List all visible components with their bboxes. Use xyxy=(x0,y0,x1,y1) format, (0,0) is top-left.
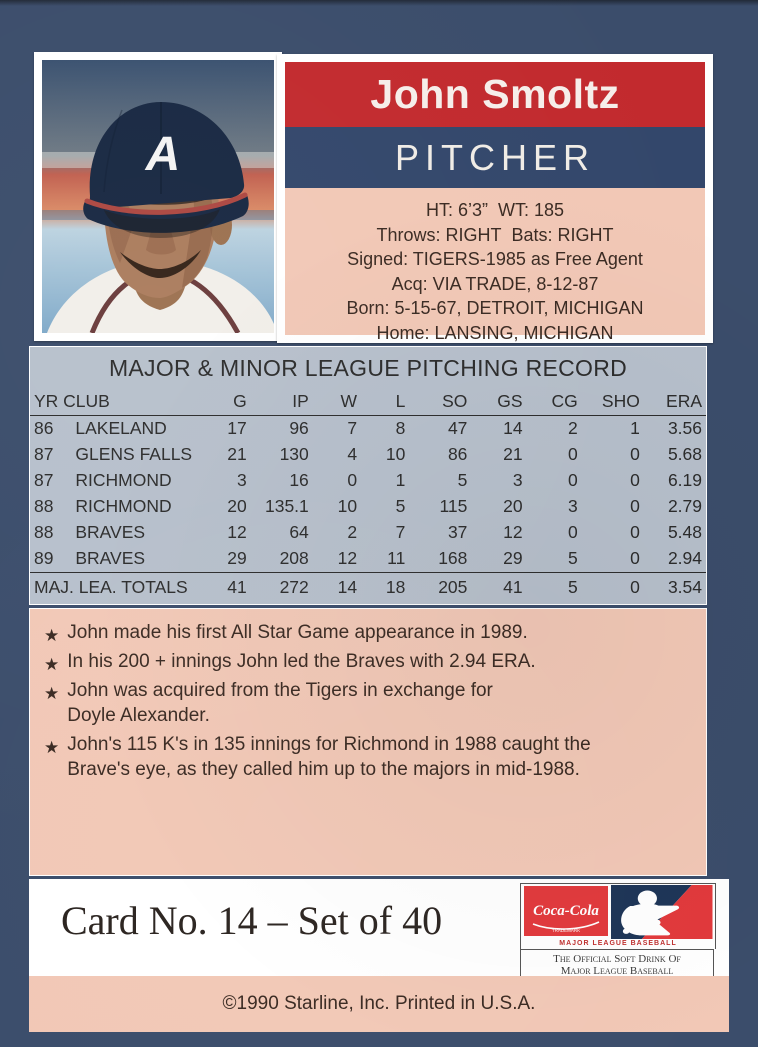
svg-text:Coca-Cola: Coca-Cola xyxy=(533,903,599,919)
svg-text:TRADEMARK: TRADEMARK xyxy=(552,928,580,933)
svg-text:A: A xyxy=(145,128,181,181)
